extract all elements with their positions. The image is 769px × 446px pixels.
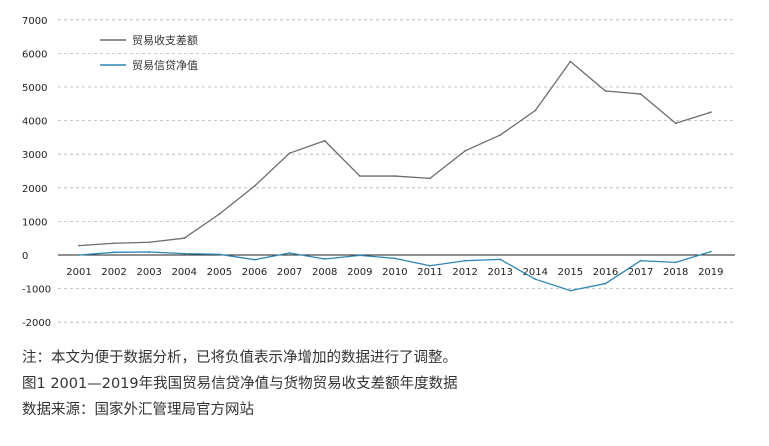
- data-point-series-2: [499, 258, 502, 261]
- data-point-series-1: [499, 134, 502, 136]
- data-point-series-2: [464, 259, 466, 262]
- series-line-1: [78, 60, 711, 247]
- y-tick-label: -1000: [22, 285, 51, 296]
- x-tick-label: 2014: [523, 267, 548, 278]
- data-point-series-1: [183, 237, 186, 240]
- data-point-series-1: [429, 177, 431, 180]
- data-point-series-1: [639, 93, 642, 95]
- data-point-series-1: [253, 185, 256, 188]
- data-point-series-1: [674, 122, 677, 125]
- data-point-series-2: [569, 289, 572, 292]
- x-tick-label: 2008: [312, 267, 337, 278]
- x-tick-label: 2011: [417, 267, 442, 278]
- x-tick-label: 2005: [207, 267, 232, 278]
- line-chart: -2000-100001000200030004000500060007000 …: [22, 16, 735, 329]
- data-point-series-1: [569, 60, 572, 63]
- x-tick-label: 2003: [136, 267, 161, 278]
- data-point-series-2: [534, 278, 537, 281]
- x-tick-label: 2015: [558, 267, 583, 278]
- data-point-series-2: [113, 251, 115, 254]
- data-point-series-1: [394, 175, 396, 177]
- data-point-series-1: [113, 242, 115, 245]
- data-point-series-2: [358, 254, 361, 257]
- data-point-series-1: [604, 90, 607, 92]
- y-tick-label: 6000: [22, 49, 47, 60]
- x-tick-label: 2017: [628, 267, 653, 278]
- y-tick-label: 0: [22, 251, 28, 262]
- x-tick-label: 2010: [382, 267, 407, 278]
- data-point-series-2: [639, 259, 642, 262]
- y-tick-label: 1000: [22, 217, 47, 228]
- y-axis-ticks: -2000 -1000 0 1000 2000 3000 4000 5000 6000 7000: [22, 16, 51, 329]
- legend-label: 贸易收支差额: [132, 33, 198, 47]
- x-tick-label: 2002: [101, 267, 126, 278]
- data-point-series-1: [464, 149, 466, 152]
- chart-note: 注：本文为便于数据分析，已将负值表示净增加的数据进行了调整。: [22, 350, 457, 366]
- data-point-series-2: [78, 254, 80, 256]
- data-point-series-2: [183, 252, 186, 255]
- x-tick-label: 2009: [347, 267, 372, 278]
- data-point-series-1: [323, 139, 326, 142]
- data-point-series-1: [288, 152, 291, 155]
- y-tick-label: 3000: [22, 150, 47, 161]
- x-tick-label: 2007: [277, 267, 302, 278]
- x-tick-label: 2019: [698, 267, 723, 278]
- x-tick-label: 2004: [172, 267, 197, 278]
- data-point-series-2: [709, 250, 712, 253]
- data-point-series-2: [218, 253, 221, 256]
- figure-caption: 图1 2001—2019年我国贸易信贷净值与货物贸易收支差额年度数据: [22, 376, 458, 392]
- data-point-series-2: [604, 282, 607, 285]
- legend-label: 贸易信贷净值: [132, 58, 198, 72]
- x-tick-label: 2016: [593, 267, 618, 278]
- y-tick-label: 7000: [22, 16, 47, 27]
- data-point-series-2: [253, 258, 256, 261]
- data-source: 数据来源：国家外汇管理局官方网站: [22, 402, 254, 418]
- x-tick-label: 2013: [487, 267, 512, 278]
- data-point-series-2: [288, 252, 291, 254]
- x-tick-label: 2012: [452, 267, 477, 278]
- x-tick-label: 2006: [242, 267, 267, 278]
- data-point-series-2: [394, 257, 396, 260]
- y-tick-label: 2000: [22, 184, 47, 195]
- data-point-series-2: [323, 258, 326, 260]
- data-point-series-1: [148, 241, 151, 244]
- data-point-series-2: [148, 251, 151, 253]
- series-lines: [78, 60, 712, 292]
- x-tick-label: 2018: [663, 267, 688, 278]
- data-point-series-2: [674, 261, 677, 264]
- gridlines: [58, 19, 735, 323]
- data-point-series-1: [78, 244, 80, 247]
- y-tick-label: 5000: [22, 83, 47, 94]
- data-point-series-1: [218, 213, 221, 215]
- data-point-series-1: [534, 109, 537, 112]
- data-point-series-1: [709, 111, 712, 114]
- y-tick-label: -2000: [22, 318, 51, 329]
- data-point-series-2: [429, 264, 431, 267]
- y-tick-label: 4000: [22, 117, 47, 128]
- x-tick-label: 2001: [66, 267, 91, 278]
- x-axis-ticks: 2001 2002 2003 2004 2005 2006 2007 2008 2009 2010…: [66, 267, 723, 278]
- data-point-series-1: [358, 175, 361, 177]
